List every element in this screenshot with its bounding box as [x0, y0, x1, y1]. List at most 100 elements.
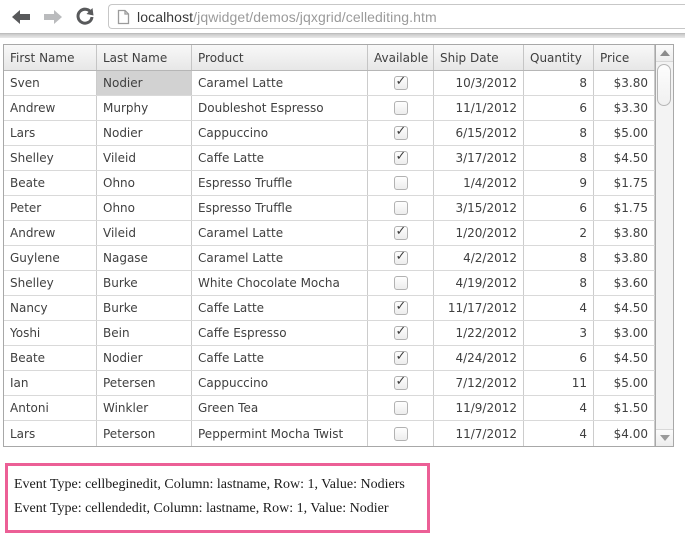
grid-cell-shipdate[interactable]: 11/17/2012: [434, 296, 524, 320]
column-header-shipdate[interactable]: Ship Date: [434, 45, 524, 70]
checkbox-checked-icon[interactable]: [393, 74, 408, 90]
grid-cell-firstname[interactable]: Guylene: [4, 246, 97, 270]
grid-cell-quantity[interactable]: 2: [524, 221, 594, 245]
grid-cell-price[interactable]: $3.00: [594, 321, 655, 345]
grid-cell-firstname[interactable]: Beate: [4, 346, 97, 370]
grid-cell-price[interactable]: $3.30: [594, 96, 655, 120]
grid-cell-price[interactable]: $1.75: [594, 171, 655, 195]
grid-cell-available[interactable]: [368, 121, 434, 145]
grid-cell-product[interactable]: Doubleshot Espresso: [192, 96, 368, 120]
grid-cell-shipdate[interactable]: 4/24/2012: [434, 346, 524, 370]
grid-cell-price[interactable]: $3.60: [594, 271, 655, 295]
checkbox-checked-icon[interactable]: [393, 124, 408, 140]
grid-cell-available[interactable]: [368, 146, 434, 170]
grid-cell-quantity[interactable]: 8: [524, 121, 594, 145]
grid-cell-lastname[interactable]: Nodier: [97, 121, 192, 145]
grid-cell-price[interactable]: $1.50: [594, 396, 655, 420]
checkbox-checked-icon[interactable]: [393, 349, 408, 365]
grid-cell-quantity[interactable]: 9: [524, 171, 594, 195]
grid-cell-shipdate[interactable]: 6/15/2012: [434, 121, 524, 145]
grid-cell-quantity[interactable]: 4: [524, 296, 594, 320]
grid-cell-product[interactable]: Espresso Truffle: [192, 171, 368, 195]
grid-cell-firstname[interactable]: Andrew: [4, 96, 97, 120]
grid-cell-price[interactable]: $4.50: [594, 346, 655, 370]
grid-cell-shipdate[interactable]: 4/2/2012: [434, 246, 524, 270]
vertical-scrollbar[interactable]: [655, 45, 673, 446]
grid-cell-shipdate[interactable]: 4/19/2012: [434, 271, 524, 295]
grid-cell-price[interactable]: $1.75: [594, 196, 655, 220]
grid-cell-lastname[interactable]: Peterson: [97, 421, 192, 446]
grid-cell-quantity[interactable]: 6: [524, 346, 594, 370]
grid-cell-shipdate[interactable]: 3/15/2012: [434, 196, 524, 220]
back-button[interactable]: [8, 4, 34, 30]
grid-cell-available[interactable]: [368, 171, 434, 195]
grid-cell-product[interactable]: Cappuccino: [192, 121, 368, 145]
grid-cell-quantity[interactable]: 4: [524, 396, 594, 420]
grid-cell-available[interactable]: [368, 371, 434, 395]
grid-cell-lastname[interactable]: Bein: [97, 321, 192, 345]
checkbox-checked-icon[interactable]: [393, 324, 408, 340]
grid-cell-shipdate[interactable]: 7/12/2012: [434, 371, 524, 395]
checkbox-checked-icon[interactable]: [393, 249, 408, 265]
grid-cell-available[interactable]: [368, 396, 434, 420]
grid-cell-firstname[interactable]: Ian: [4, 371, 97, 395]
checkbox-unchecked-icon[interactable]: [393, 276, 408, 290]
grid-cell-lastname[interactable]: Burke: [97, 271, 192, 295]
grid-cell-quantity[interactable]: 8: [524, 246, 594, 270]
grid-cell-price[interactable]: $3.80: [594, 246, 655, 270]
grid-cell-quantity[interactable]: 11: [524, 371, 594, 395]
grid-cell-quantity[interactable]: 4: [524, 421, 594, 446]
grid-cell-available[interactable]: [368, 271, 434, 295]
column-header-available[interactable]: Available: [368, 45, 434, 70]
grid-cell-lastname[interactable]: Murphy: [97, 96, 192, 120]
grid-cell-price[interactable]: $3.80: [594, 221, 655, 245]
grid-cell-firstname[interactable]: Nancy: [4, 296, 97, 320]
grid-cell-quantity[interactable]: 8: [524, 271, 594, 295]
column-header-lastname[interactable]: Last Name: [97, 45, 192, 70]
scroll-down-button[interactable]: [656, 429, 673, 446]
grid-cell-lastname[interactable]: Nagase: [97, 246, 192, 270]
forward-button[interactable]: [40, 4, 66, 30]
grid-cell-available[interactable]: [368, 196, 434, 220]
grid-cell-firstname[interactable]: Beate: [4, 171, 97, 195]
grid-cell-product[interactable]: Caffe Latte: [192, 146, 368, 170]
grid-cell-product[interactable]: Green Tea: [192, 396, 368, 420]
grid-cell-price[interactable]: $4.50: [594, 296, 655, 320]
checkbox-checked-icon[interactable]: [393, 374, 408, 390]
column-header-product[interactable]: Product: [192, 45, 368, 70]
grid-cell-firstname[interactable]: Shelley: [4, 271, 97, 295]
refresh-button[interactable]: [72, 4, 98, 30]
grid-cell-shipdate[interactable]: 1/22/2012: [434, 321, 524, 345]
grid-cell-available[interactable]: [368, 346, 434, 370]
column-header-price[interactable]: Price: [594, 45, 655, 70]
checkbox-unchecked-icon[interactable]: [393, 401, 408, 415]
grid-cell-quantity[interactable]: 3: [524, 321, 594, 345]
grid-cell-lastname[interactable]: Burke: [97, 296, 192, 320]
checkbox-checked-icon[interactable]: [393, 149, 408, 165]
grid-cell-available[interactable]: [368, 421, 434, 446]
grid-cell-product[interactable]: Caramel Latte: [192, 221, 368, 245]
grid-cell-quantity[interactable]: 6: [524, 96, 594, 120]
grid-cell-firstname[interactable]: Lars: [4, 421, 97, 446]
grid-cell-available[interactable]: [368, 321, 434, 345]
grid-cell-price[interactable]: $4.00: [594, 421, 655, 446]
grid-cell-available[interactable]: [368, 96, 434, 120]
grid-cell-lastname[interactable]: Petersen: [97, 371, 192, 395]
grid-cell-quantity[interactable]: 8: [524, 71, 594, 95]
grid-cell-quantity[interactable]: 8: [524, 146, 594, 170]
grid-cell-lastname[interactable]: Nodier: [97, 71, 192, 95]
grid-cell-product[interactable]: Caffe Espresso: [192, 321, 368, 345]
checkbox-unchecked-icon[interactable]: [393, 101, 408, 115]
grid-cell-shipdate[interactable]: 11/9/2012: [434, 396, 524, 420]
grid-cell-firstname[interactable]: Yoshi: [4, 321, 97, 345]
grid-cell-shipdate[interactable]: 11/7/2012: [434, 421, 524, 446]
grid-cell-available[interactable]: [368, 296, 434, 320]
grid-cell-product[interactable]: White Chocolate Mocha: [192, 271, 368, 295]
grid-cell-lastname[interactable]: Nodier: [97, 346, 192, 370]
grid-cell-lastname[interactable]: Ohno: [97, 171, 192, 195]
checkbox-unchecked-icon[interactable]: [393, 176, 408, 190]
scroll-up-button[interactable]: [656, 45, 673, 62]
grid-cell-lastname[interactable]: Vileid: [97, 221, 192, 245]
column-header-quantity[interactable]: Quantity: [524, 45, 594, 70]
grid-cell-available[interactable]: [368, 71, 434, 95]
